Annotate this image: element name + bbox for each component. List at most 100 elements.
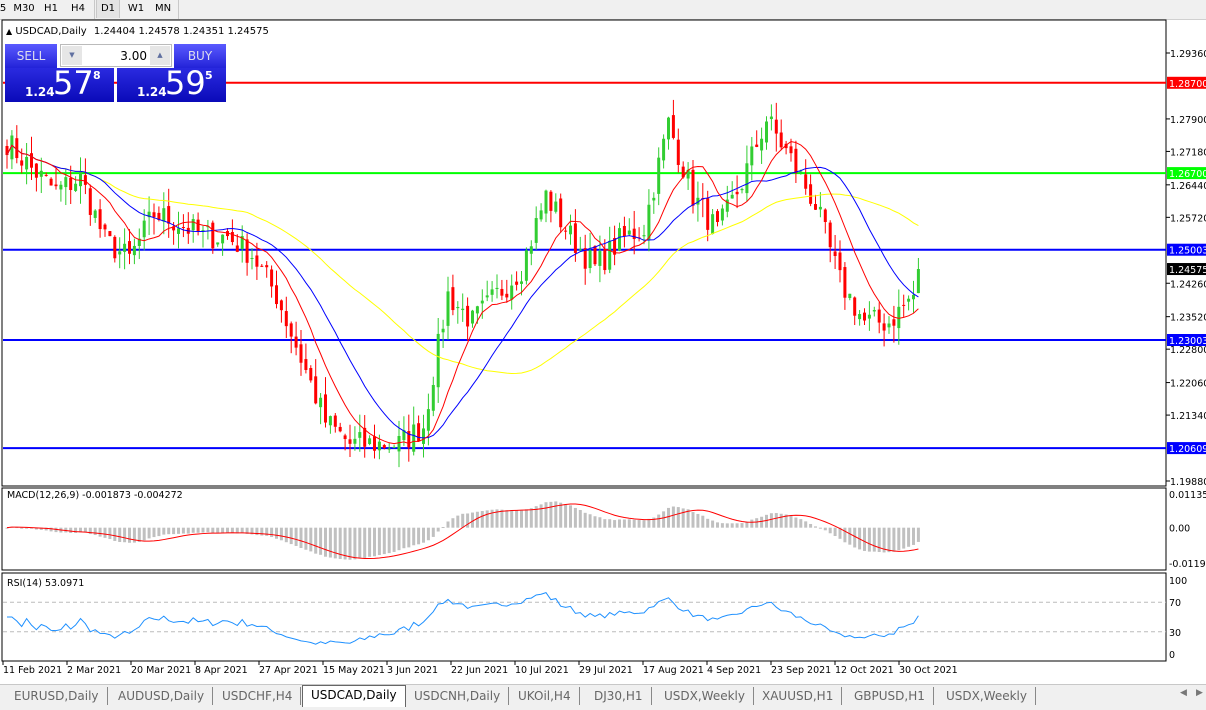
candle-body [647, 204, 651, 240]
scroll-left-icon[interactable]: ◀ [1180, 688, 1187, 698]
tab-gbpusd-h1[interactable]: GBPUSD,H1 [846, 687, 934, 705]
tab-dj30-h1[interactable]: DJ30,H1 [586, 687, 652, 705]
candle-body [618, 228, 621, 251]
tab-ukoil-h4[interactable]: UKOil,H4 [510, 687, 580, 705]
macd-bar [309, 527, 313, 552]
tab-eurusd-daily[interactable]: EURUSD,Daily [6, 687, 108, 705]
lot-size-input[interactable] [83, 47, 147, 64]
macd-bar [304, 527, 308, 550]
candle-body [691, 169, 695, 206]
macd-signal-line [6, 503, 919, 559]
candle-body [613, 237, 617, 255]
rsi-label: RSI(14) 53.0971 [7, 578, 84, 589]
tab-usdx-weekly[interactable]: USDX,Weekly [656, 687, 754, 705]
tab-usdchf-h4[interactable]: USDCHF,H4 [214, 687, 302, 705]
candle-body [559, 198, 563, 228]
macd-bar [691, 512, 695, 528]
timeframe-h1[interactable]: H1 [44, 3, 58, 14]
candle-body [642, 235, 646, 237]
candle-body [167, 206, 171, 224]
price-tick-label: 1.25720 [1170, 213, 1206, 224]
candle-body [490, 289, 494, 295]
buy-price[interactable]: 1.24 59 5 [117, 64, 226, 102]
candle-body [348, 439, 352, 444]
macd-bar [181, 527, 185, 534]
tab-usdcnh-daily[interactable]: USDCNH,Daily [406, 687, 510, 705]
candle-body [505, 293, 509, 298]
macd-bar [177, 527, 180, 534]
macd-bar [828, 527, 832, 534]
chart-canvas[interactable]: 1.293601.279001.271801.264401.257201.242… [0, 19, 1206, 684]
macd-bar [324, 527, 327, 557]
macd-bar [128, 527, 131, 543]
macd-bar [348, 527, 352, 560]
candle-body [461, 308, 465, 311]
macd-bar [358, 527, 362, 559]
candle-body [500, 288, 504, 296]
macd-bar [838, 527, 842, 539]
tab-audusd-daily[interactable]: AUDUSD,Daily [110, 687, 214, 705]
candle-body [784, 143, 788, 149]
macd-bar [294, 527, 298, 546]
candle-body [515, 281, 519, 285]
tab-usdcad-daily[interactable]: USDCAD,Daily [302, 685, 406, 707]
macd-bar [79, 527, 82, 533]
macd-bar [657, 514, 661, 528]
candle-body [554, 201, 558, 212]
buy-button[interactable]: BUY [174, 44, 226, 68]
timeframe-m30[interactable]: M30 [13, 3, 35, 14]
macd-bar [260, 527, 264, 536]
candle-body [108, 231, 112, 237]
tab-usdx-weekly[interactable]: USDX,Weekly [938, 687, 1036, 705]
macd-bar [162, 527, 166, 535]
macd-bar [441, 526, 445, 528]
lot-decrease-icon[interactable]: ▼ [62, 46, 82, 65]
macd-bar [559, 502, 563, 528]
tab-xauusd-h1[interactable]: XAUUSD,H1 [754, 687, 843, 705]
candle-body [10, 135, 14, 160]
candle-body [544, 190, 548, 214]
macd-bar [490, 509, 494, 528]
price-tick-label: 1.27180 [1170, 147, 1206, 158]
candle-body [382, 445, 386, 449]
candle-body [142, 220, 146, 238]
candle-body [632, 228, 636, 240]
candle-body [686, 169, 690, 179]
candle-body [823, 209, 827, 223]
candle-body [833, 251, 837, 257]
timeframe-mn[interactable]: MN [154, 3, 172, 14]
time-tick-label: 10 Jul 2021 [515, 665, 569, 676]
timeframe-d1[interactable]: D1 [96, 0, 120, 18]
candle-body [485, 295, 489, 298]
macd-bar [328, 527, 332, 558]
macd-bar [765, 514, 768, 528]
candle-body [304, 359, 308, 370]
scroll-right-icon[interactable]: ▶ [1196, 688, 1203, 698]
macd-bar [83, 527, 87, 533]
macd-bar [495, 509, 499, 528]
candle-body [172, 226, 176, 231]
candle-body [529, 246, 533, 254]
lot-increase-icon[interactable]: ▲ [150, 46, 170, 65]
timeframe-m5[interactable]: 5 [0, 3, 7, 14]
candle-body [725, 199, 729, 212]
candle-body [98, 209, 102, 230]
timeframe-h4[interactable]: H4 [71, 3, 85, 14]
macd-bar [206, 527, 210, 533]
candle-body [20, 160, 24, 166]
candle-body [583, 248, 587, 269]
candle-body [809, 184, 813, 204]
macd-tick-label: -0.01190 [1169, 559, 1206, 570]
candle-body [49, 178, 53, 186]
timeframe-w1[interactable]: W1 [127, 3, 145, 14]
macd-bar [196, 527, 200, 533]
candle-body [652, 197, 656, 201]
collapse-triangle-icon[interactable]: ▲ [6, 27, 13, 36]
candle-body [397, 435, 401, 452]
price-tick-label: 1.21340 [1170, 411, 1206, 422]
macd-bar [867, 527, 871, 552]
ma-medium-line [6, 144, 919, 439]
sell-button[interactable]: SELL [5, 44, 57, 68]
sell-price[interactable]: 1.24 57 8 [5, 64, 114, 102]
macd-bar [279, 527, 283, 541]
